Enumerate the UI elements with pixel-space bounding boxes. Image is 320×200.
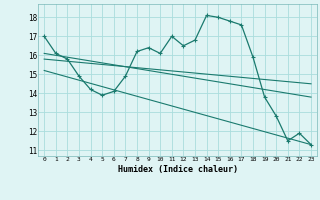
X-axis label: Humidex (Indice chaleur): Humidex (Indice chaleur) — [118, 165, 238, 174]
